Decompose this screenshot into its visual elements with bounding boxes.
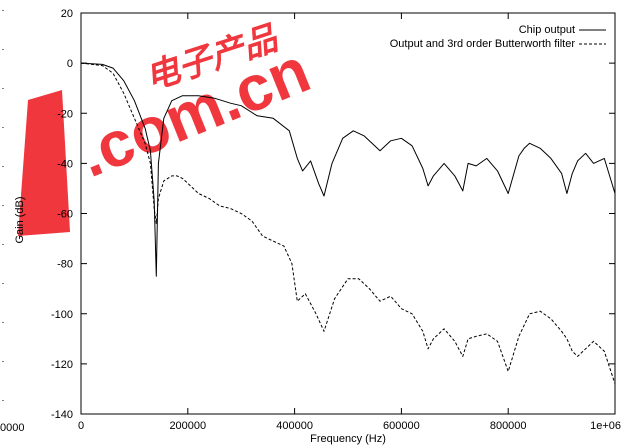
y-axis-title: Gain (dB) [14,196,26,243]
x-tick-label: 1e+06 [590,420,621,432]
y-tick-label: -40 [57,158,73,170]
y-tick-label: -140 [51,409,73,421]
x-tick-label: 200000 [169,420,206,432]
legend-label-butterworth: Output and 3rd order Butterworth filter [390,38,576,50]
watermark-logo-bar [18,90,70,236]
y-tick-label: -60 [57,209,73,221]
y-tick-label: -100 [51,309,73,321]
x-tick-label: 400000 [276,420,313,432]
legend-label-chip-output: Chip output [519,24,575,36]
legend: Chip output Output and 3rd order Butterw… [390,24,606,50]
y-axis-ticks: 20 0 -20 -40 -60 -80 -100 -120 -140 [51,8,615,421]
x-tick-label: 600000 [383,420,420,432]
y-tick-label: -20 [57,108,73,120]
y-tick-label: 0 [67,58,73,70]
watermark: 电子产品 .com.cn [18,19,319,236]
x-axis-title: Frequency (Hz) [310,433,386,445]
x-tick-label: 0 [78,420,84,432]
series-layer [80,62,616,385]
series-line-butterworth [80,62,616,385]
left-edge-fragment-label: 0000 [0,422,24,434]
x-axis-ticks: 0 200000 400000 600000 800000 1e+06 [78,13,621,432]
y-tick-label: -120 [51,359,73,371]
y-tick-label: -80 [57,259,73,271]
series-line-chip-output [80,62,616,277]
x-tick-label: 800000 [490,420,527,432]
y-tick-label: 20 [61,8,73,20]
